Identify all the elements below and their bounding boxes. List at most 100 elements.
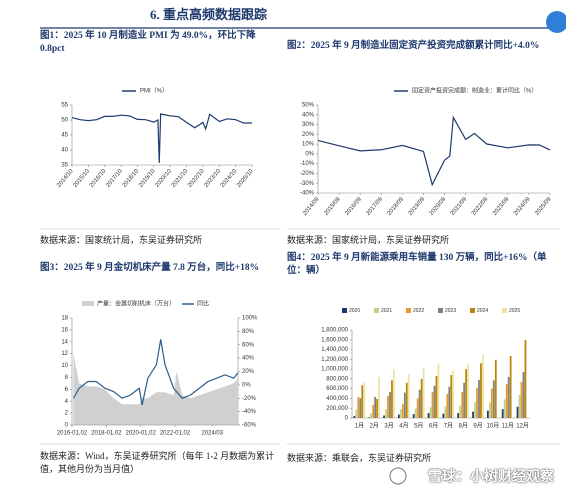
legend-swatch — [406, 308, 411, 313]
bar — [429, 407, 432, 418]
bar — [446, 394, 449, 418]
bar — [501, 409, 504, 418]
x-tick-label: 4月 — [399, 423, 408, 430]
x-tick-label: 10月 — [487, 423, 500, 430]
y-tick-label: 14 — [61, 339, 68, 345]
y-tick-label: -40% — [242, 409, 257, 415]
bar — [355, 409, 358, 418]
bar — [431, 392, 434, 418]
x-tick-label: 2018-01,02 — [91, 431, 122, 437]
y-tick-label: 16 — [61, 327, 68, 333]
watermark-icon — [389, 467, 407, 485]
x-tick-label: 1月 — [355, 423, 364, 430]
bar — [516, 406, 519, 418]
x-tick-label: 2015/09 — [323, 196, 342, 217]
bar — [414, 408, 417, 418]
bar — [399, 409, 402, 418]
y-tick-label: 10% — [302, 142, 315, 148]
bar — [518, 395, 521, 418]
y-tick-label: -60% — [242, 423, 257, 429]
x-tick-label: 2020/09 — [429, 196, 448, 217]
bar — [427, 413, 430, 418]
bar — [520, 381, 523, 418]
y-tick-label: 400,000 — [326, 396, 348, 402]
bar — [363, 381, 366, 418]
legend-label: 2021 — [381, 308, 392, 314]
y-tick-label: 40% — [242, 356, 255, 362]
bar — [422, 368, 425, 418]
x-tick-label: 2014/09 — [302, 196, 321, 217]
bar — [412, 414, 415, 418]
bar — [433, 385, 436, 418]
y-tick-label: 50% — [302, 103, 315, 109]
y-tick-label: 20% — [302, 132, 315, 138]
bar — [465, 369, 468, 418]
legend-label: 2025 — [509, 308, 520, 314]
x-tick-label: 2022-01,02 — [160, 431, 191, 437]
x-tick-label: 2025/09 — [534, 196, 553, 217]
y-tick-label: -10% — [300, 161, 315, 167]
caption: 图1：2025 年 10 月制造业 PMI 为 49.0%，环比下降 0.8pc… — [40, 31, 256, 54]
y-tick-label: 0% — [305, 151, 314, 157]
x-tick-label: 2016-01,02 — [57, 431, 88, 437]
bar — [486, 410, 489, 418]
x-tick-label: 11月 — [502, 423, 514, 430]
y-tick-label: 18 — [61, 316, 68, 322]
legend-label: 2022 — [413, 308, 424, 314]
bar — [407, 374, 410, 418]
x-tick-label: 2月 — [370, 423, 379, 430]
data-line — [72, 339, 239, 406]
bar — [482, 354, 484, 418]
caption: 图3：2025 年 9 月金切机床产量 7.8 万台，同比+18% — [40, 263, 260, 273]
bar — [383, 415, 385, 418]
bar — [403, 392, 406, 418]
bar — [385, 409, 387, 418]
y-tick-label: 1,400,000 — [321, 347, 348, 353]
section-title: 6. 重点高频数据跟踪 — [150, 7, 268, 22]
x-tick-label: 12月 — [516, 423, 529, 430]
bar — [463, 382, 466, 418]
legend-label: 2024 — [477, 308, 488, 314]
legend-swatch — [502, 308, 507, 313]
bar — [393, 369, 395, 418]
bar — [374, 396, 377, 418]
source: 数据来源：Wind，东吴证券研究所（每年 1-2 月数据为累计值，其他月份为当月… — [40, 451, 275, 474]
y-tick-label: 600,000 — [326, 386, 348, 392]
x-tick-label: 2016/09 — [344, 196, 363, 217]
y-tick-label: 10 — [61, 363, 68, 369]
bar — [378, 376, 380, 418]
legend-label: 同比 — [197, 300, 209, 308]
x-tick-label: 2025/10 — [236, 168, 255, 189]
x-tick-label: 2020-01,02 — [126, 431, 157, 437]
bar — [389, 392, 391, 418]
data-line — [317, 115, 551, 187]
y-tick-label: -20% — [300, 171, 315, 177]
y-tick-label: 200,000 — [326, 406, 348, 412]
bar — [492, 380, 495, 418]
y-tick-label: 40% — [302, 112, 315, 118]
watermark: 雪球：小树财经观察 — [428, 469, 554, 485]
caption: 图2：2025 年 9 月制造业固定资产投资完成额累计同比+4.0% — [287, 41, 540, 51]
x-tick-label: 3月 — [384, 423, 393, 430]
bar — [503, 399, 506, 418]
bar — [405, 382, 408, 418]
y-tick-label: -20% — [242, 396, 257, 402]
y-tick-label: 55 — [61, 103, 68, 109]
bar — [416, 398, 419, 418]
y-tick-label: 80% — [242, 329, 255, 335]
x-tick-label: 2018/09 — [387, 196, 406, 217]
x-tick-label: 2023/09 — [492, 196, 511, 217]
x-tick-label: 2022/09 — [471, 196, 490, 217]
y-tick-label: 50 — [61, 118, 68, 124]
source: 数据来源：国家统计局，东吴证券研究所 — [287, 235, 450, 245]
y-tick-label: 40 — [61, 148, 68, 154]
bar — [457, 413, 460, 418]
source: 数据来源：乘联会，东吴证券研究所 — [287, 453, 432, 463]
bar — [467, 363, 469, 418]
y-tick-label: 1,200,000 — [321, 357, 348, 363]
y-tick-label: 0% — [242, 382, 251, 388]
legend-swatch — [438, 308, 443, 313]
bar — [442, 413, 445, 418]
